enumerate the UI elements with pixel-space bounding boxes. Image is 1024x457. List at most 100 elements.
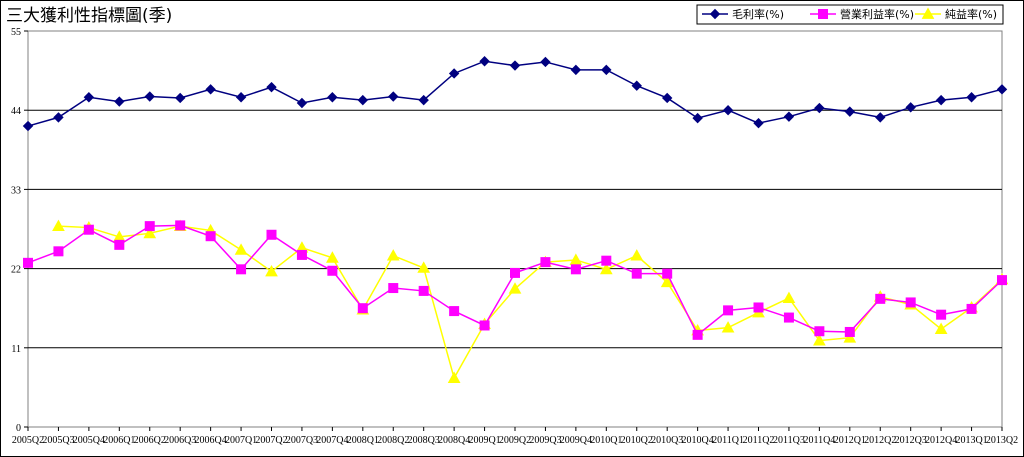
series-3-point [417, 261, 431, 273]
x-tick-label: 2009Q2 [499, 435, 531, 446]
series-3-point [813, 334, 826, 346]
series-1-point [966, 92, 977, 103]
series-2-point [601, 255, 612, 266]
series-1-point [448, 68, 460, 79]
x-axis: 2005Q22005Q32005Q42006Q12006Q22006Q32006… [12, 427, 1018, 446]
series-1-point [327, 92, 338, 103]
series-1-point [174, 92, 186, 104]
series-2-point [175, 220, 186, 231]
series-2-point [83, 224, 94, 235]
legend-label: 營業利益率(%) [840, 7, 914, 21]
series-1-point [722, 104, 734, 116]
series-2-point [510, 267, 520, 278]
series-2-point [266, 229, 277, 240]
series-2-point [418, 285, 429, 296]
x-tick-label: 2007Q2 [255, 435, 287, 446]
series-3-point [934, 322, 948, 334]
legend-marker [709, 8, 721, 20]
x-tick-label: 2013Q2 [986, 435, 1018, 446]
series-2-point [905, 297, 916, 308]
series-2-point [205, 231, 216, 242]
legend-marker [818, 9, 828, 19]
x-tick-label: 2007Q3 [286, 435, 318, 446]
y-tick-label: 44 [11, 106, 21, 117]
series-1-point [661, 92, 673, 104]
legend-label: 純益率(%) [945, 7, 997, 21]
series-2-point [753, 302, 764, 313]
series-1-point [114, 96, 125, 107]
series-2-point [357, 303, 368, 314]
x-tick-label: 2011Q4 [803, 435, 835, 446]
series-2-point [296, 249, 307, 260]
series-3-point [52, 219, 65, 232]
series-1-point [935, 94, 947, 106]
x-tick-label: 2012Q3 [895, 435, 927, 446]
x-tick-label: 2008Q4 [438, 435, 470, 446]
series-1-point [388, 91, 399, 102]
series-1-point [996, 84, 1008, 95]
series-1-point [144, 91, 155, 102]
series-2-point [144, 221, 155, 232]
series-3-point [630, 249, 644, 261]
series-3-point [721, 321, 735, 333]
series-2-point [966, 303, 977, 314]
series-1-point [266, 81, 277, 93]
series-1-point [905, 102, 916, 113]
x-tick-label: 2012Q4 [925, 435, 957, 446]
y-tick-label: 11 [11, 344, 21, 355]
y-tick-label: 33 [11, 185, 21, 196]
x-tick-label: 2011Q2 [743, 435, 775, 446]
legend-label: 毛利率(%) [732, 7, 784, 21]
y-tick-label: 55 [11, 27, 21, 38]
series-2-point [692, 329, 703, 340]
series-1-point [53, 112, 64, 123]
series-1 [22, 56, 1008, 132]
series-1-point [844, 106, 856, 117]
x-tick-label: 2011Q1 [712, 435, 744, 446]
series-1-point [875, 112, 886, 123]
x-tick-label: 2010Q2 [621, 435, 653, 446]
series-1-point [753, 117, 764, 129]
series-3-point [843, 331, 857, 343]
x-tick-label: 2006Q1 [103, 435, 135, 446]
series-2-point [540, 257, 551, 268]
series-1-point [783, 111, 795, 122]
y-tick-label: 0 [16, 423, 21, 434]
series-2-point [723, 305, 734, 316]
x-tick-label: 2008Q1 [347, 435, 379, 446]
series-1-point [296, 97, 308, 109]
series-3-point [234, 243, 248, 255]
series-2-point [814, 326, 825, 337]
series-2-point [570, 264, 581, 275]
x-tick-label: 2005Q4 [73, 435, 105, 446]
series-3-point [599, 262, 613, 275]
series-2-point [114, 239, 125, 250]
series-2-point [479, 320, 490, 331]
x-tick-label: 2013Q1 [955, 435, 987, 446]
x-tick-label: 2012Q2 [864, 435, 896, 446]
x-tick-label: 2006Q2 [134, 435, 166, 446]
series-3-point [265, 264, 278, 277]
x-tick-label: 2007Q1 [225, 435, 257, 446]
y-tick-label: 22 [11, 265, 21, 276]
series-2-point [236, 264, 247, 275]
series-1-point [479, 56, 490, 67]
series-2-point [53, 246, 64, 257]
series-1-point [631, 80, 642, 91]
series-2-point [327, 265, 338, 276]
x-tick-label: 2005Q3 [42, 435, 74, 446]
x-tick-label: 2009Q4 [560, 435, 592, 446]
x-tick-label: 2008Q3 [408, 435, 440, 446]
series-2-point [844, 326, 855, 337]
chart-title: 三大獲利性指標圖(季) [6, 6, 172, 26]
series-1-point [235, 92, 247, 103]
series-2-point [388, 283, 399, 294]
y-axis: 0 11 22 33 44 55 [11, 27, 28, 434]
series-1-point [814, 102, 825, 114]
plot-area [27, 30, 1003, 428]
x-tick-label: 2010Q3 [651, 435, 683, 446]
series-2-point [783, 312, 794, 323]
x-tick-label: 2006Q3 [164, 435, 196, 446]
x-tick-label: 2009Q1 [468, 435, 500, 446]
x-tick-label: 2010Q4 [682, 435, 714, 446]
